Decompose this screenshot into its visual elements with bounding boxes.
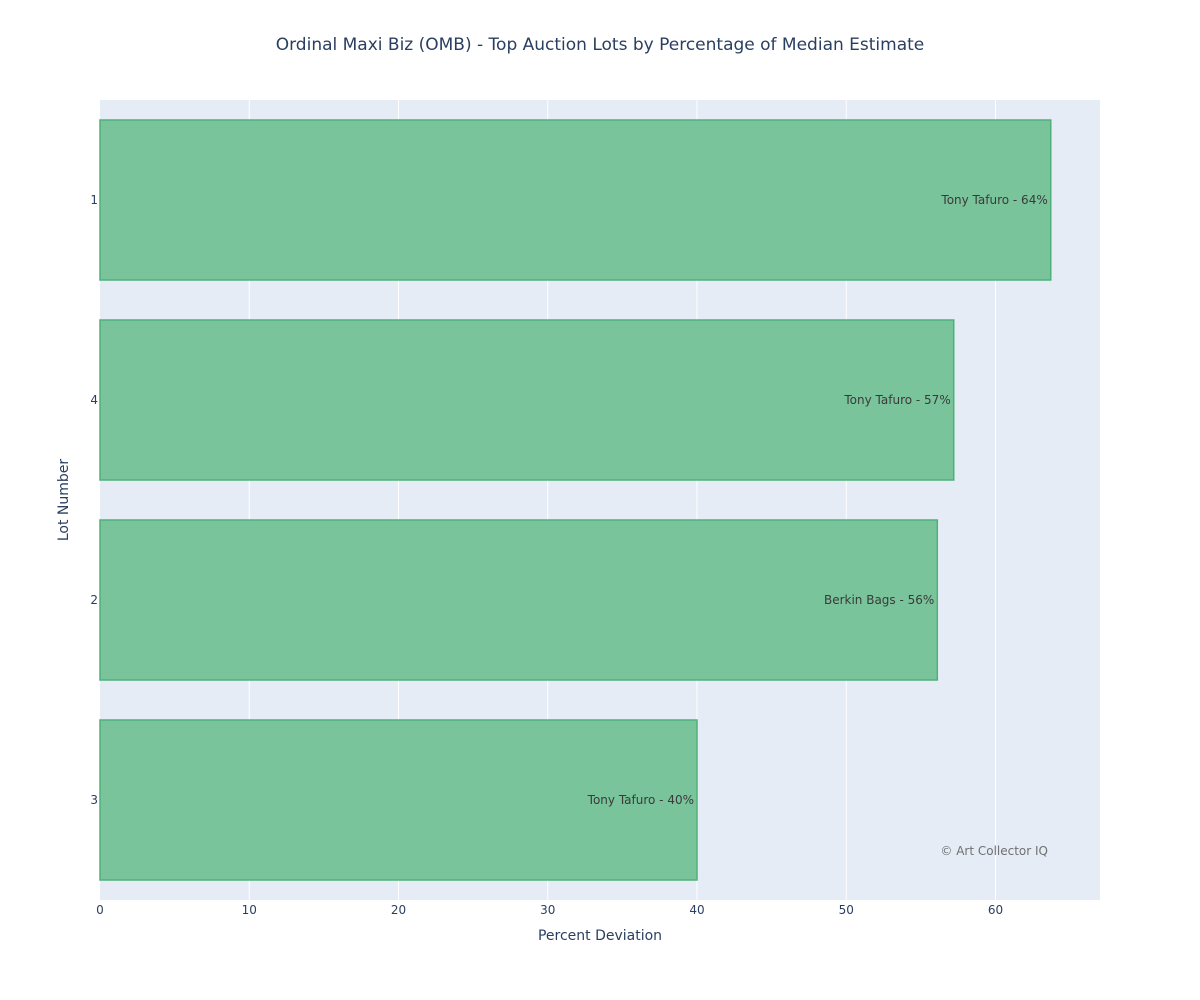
bar-label: Berkin Bags - 56% <box>824 593 934 607</box>
y-tick-label: 1 <box>90 193 98 207</box>
chart-title: Ordinal Maxi Biz (OMB) - Top Auction Lot… <box>276 35 925 55</box>
bar-lot-4 <box>99 319 955 481</box>
x-tick-label: 0 <box>96 903 104 917</box>
x-tick-label: 10 <box>242 903 257 917</box>
x-tick-label: 50 <box>839 903 854 917</box>
bars: Tony Tafuro - 64% Tony Tafuro - 57% Berkin… <box>99 119 1052 881</box>
bar-lot-3 <box>99 719 698 881</box>
x-axis-title: Percent Deviation <box>538 928 662 944</box>
y-tick-label: 4 <box>90 393 98 407</box>
x-tick-label: 20 <box>391 903 406 917</box>
bar-label: Tony Tafuro - 40% <box>587 793 694 807</box>
x-axis-ticks: 0 10 20 30 40 50 60 <box>96 903 1003 917</box>
y-tick-label: 3 <box>90 793 98 807</box>
bar-label: Tony Tafuro - 57% <box>843 393 950 407</box>
bar-lot-1 <box>99 119 1052 281</box>
y-tick-label: 2 <box>90 593 98 607</box>
x-tick-label: 60 <box>988 903 1003 917</box>
x-tick-label: 30 <box>540 903 555 917</box>
y-axis-title: Lot Number <box>56 459 72 542</box>
bar-label: Tony Tafuro - 64% <box>940 193 1047 207</box>
x-tick-label: 40 <box>689 903 704 917</box>
copyright-annotation: © Art Collector IQ <box>940 844 1048 858</box>
bar-lot-2 <box>99 519 939 681</box>
y-axis-ticks: 1 4 2 3 <box>90 193 98 807</box>
